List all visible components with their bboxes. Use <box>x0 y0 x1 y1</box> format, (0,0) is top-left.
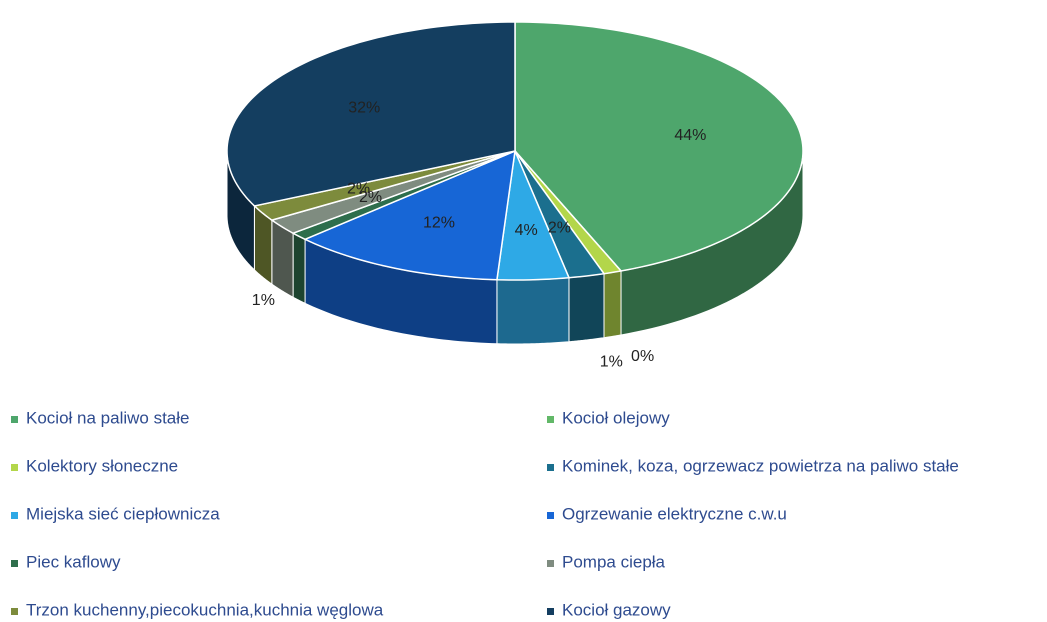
data-label: 2% <box>359 189 382 206</box>
legend-swatch <box>547 416 554 423</box>
legend-swatch <box>547 464 554 471</box>
slice <box>514 150 606 279</box>
slice-side <box>568 273 605 343</box>
legend-label: Pompa ciepła <box>562 552 666 571</box>
slice <box>252 150 516 221</box>
data-label: 32% <box>348 99 380 116</box>
legend-swatch <box>547 560 554 567</box>
slice <box>303 149 516 281</box>
data-label: 44% <box>674 127 706 144</box>
legend-label: Ogrzewanie elektryczne c.w.u <box>562 504 787 523</box>
data-label: 2% <box>548 220 571 237</box>
data-label: 1% <box>252 292 275 309</box>
data-label: 0% <box>631 348 654 365</box>
slice-side <box>292 232 306 305</box>
legend-label: Kocioł olejowy <box>562 408 670 427</box>
legend-swatch <box>11 512 18 519</box>
data-label: 2% <box>347 181 370 198</box>
legend-label: Kominek, koza, ogrzewacz powietrza na pa… <box>562 456 959 475</box>
legend-swatch <box>11 416 18 423</box>
slice-side <box>603 270 622 339</box>
legend-swatch <box>547 512 554 519</box>
slice <box>514 21 804 272</box>
data-label: 1% <box>600 354 623 371</box>
legend-label: Kocioł na paliwo stałe <box>26 408 189 427</box>
data-label: 4% <box>515 222 538 239</box>
slice-side <box>496 277 570 345</box>
legend-swatch <box>547 608 554 615</box>
legend-label: Kocioł gazowy <box>562 600 671 619</box>
legend-swatch <box>11 464 18 471</box>
legend-label: Miejska sieć ciepłownicza <box>26 504 220 523</box>
legend-label: Kolektory słoneczne <box>26 456 178 475</box>
legend-swatch <box>11 560 18 567</box>
slice <box>496 148 571 281</box>
slice <box>270 150 516 235</box>
legend-label: Trzon kuchenny,piecokuchnia,kuchnia węgl… <box>26 600 384 619</box>
data-label: 12% <box>423 215 455 232</box>
legend-label: Piec kaflowy <box>26 552 121 571</box>
legend-swatch <box>11 608 18 615</box>
slice <box>226 21 516 207</box>
